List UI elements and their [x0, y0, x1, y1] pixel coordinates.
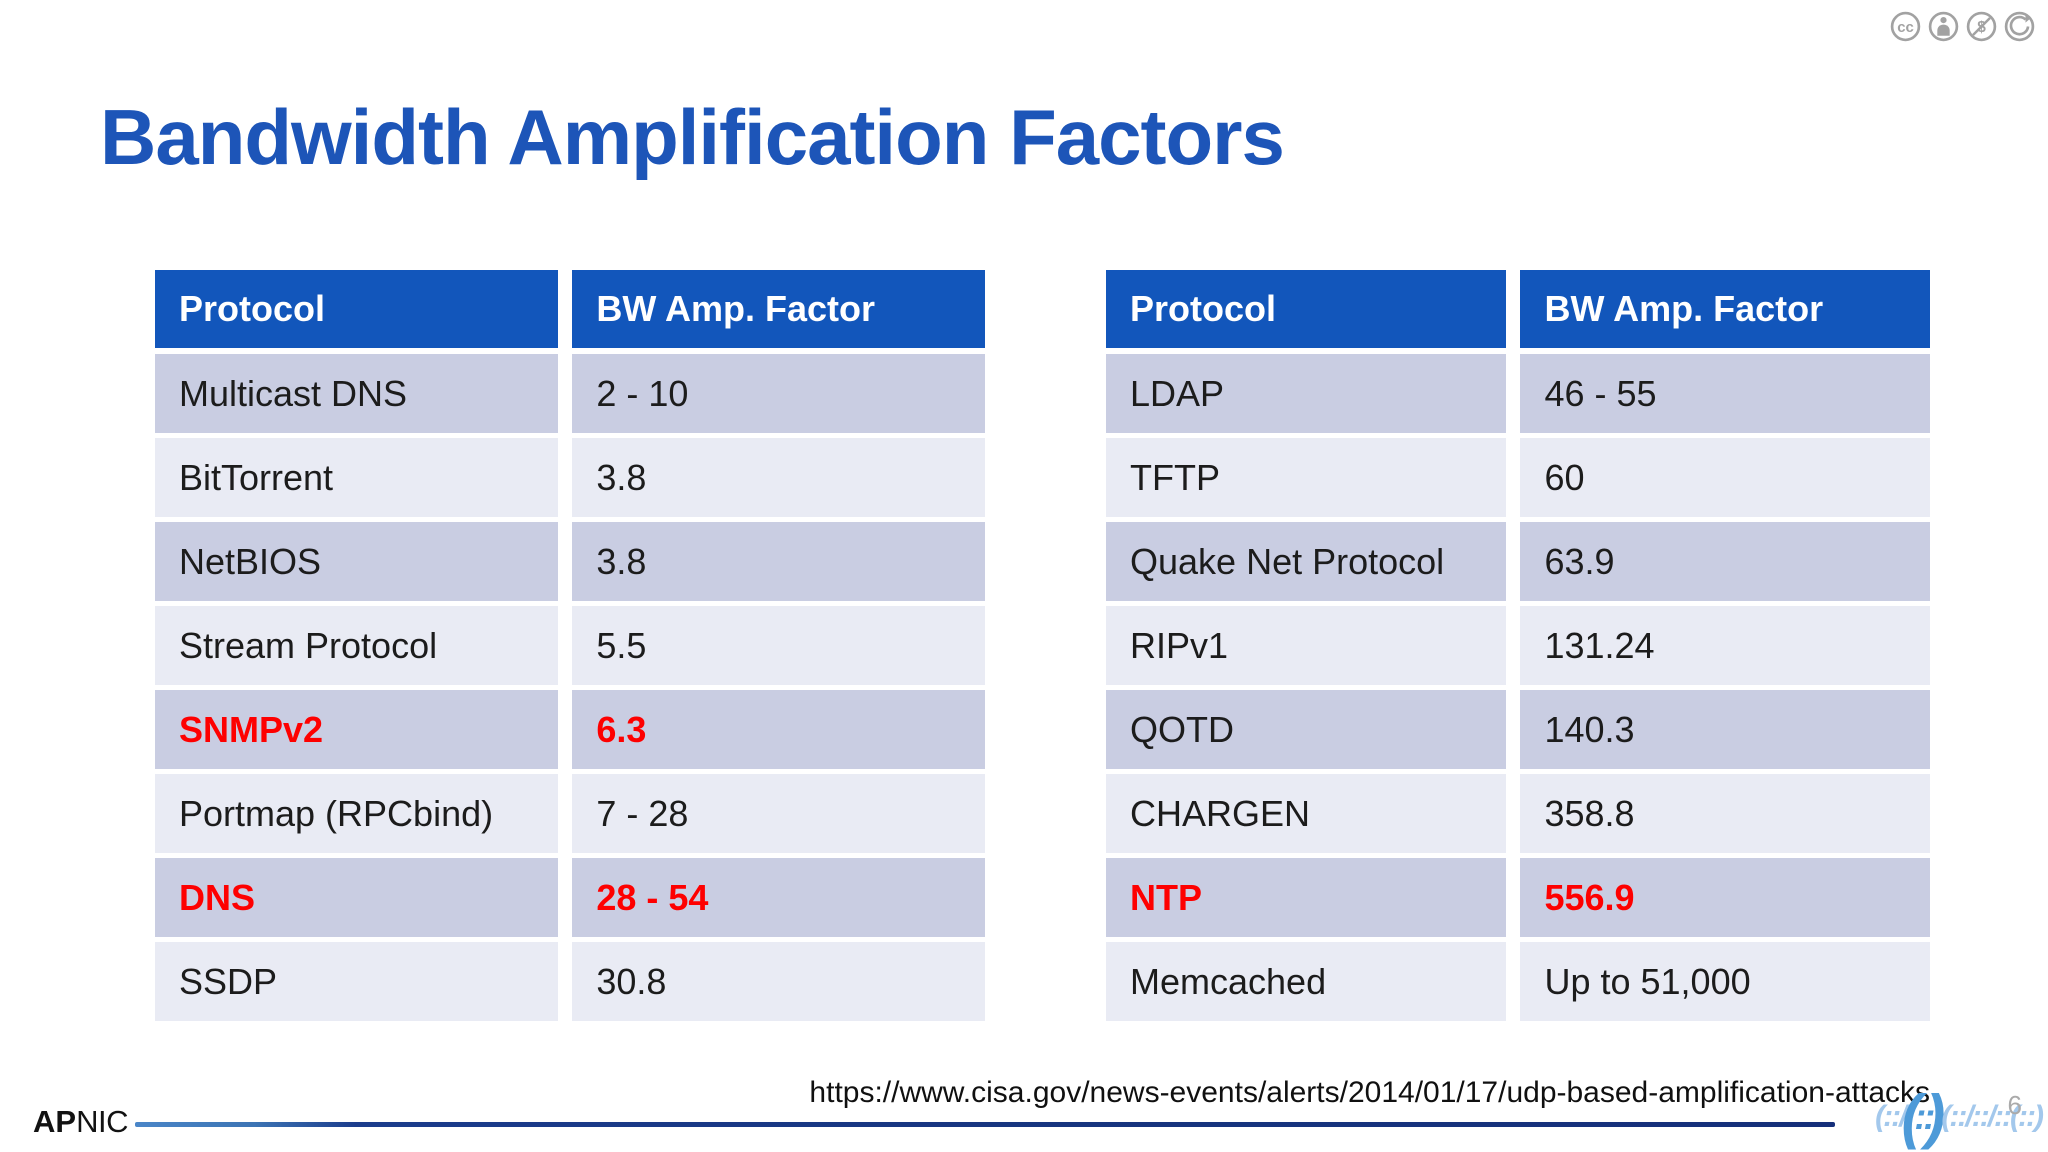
apnic-ipv6-art-logo: (::/(::) (::/::/::(::) — [1875, 1083, 2044, 1150]
cell-protocol: NetBIOS — [155, 522, 559, 601]
ipv6-art-segment: ( — [1901, 1083, 1922, 1150]
cell-factor: 140.3 — [1520, 690, 1930, 769]
cc-license-badges: cc $ — [1889, 10, 2036, 43]
cell-factor: 46 - 55 — [1520, 354, 1930, 433]
cell-protocol: Memcached — [1106, 942, 1507, 1021]
ipv6-art-segment: (::/ — [1875, 1100, 1907, 1133]
apnic-logo-rest: NIC — [76, 1104, 128, 1139]
cell-factor: 28 - 54 — [572, 858, 985, 937]
ipv6-art-segment: /:: — [1965, 1100, 1989, 1133]
apnic-logo: APNIC — [33, 1104, 128, 1140]
page-title: Bandwidth Amplification Factors — [100, 93, 1285, 181]
svg-text:cc: cc — [1897, 19, 1914, 36]
ipv6-art-segment: ::) — [2018, 1100, 2044, 1133]
cell-protocol: RIPv1 — [1106, 606, 1507, 685]
ipv6-art-segment: /::( — [1987, 1100, 2020, 1133]
table-header-row: Protocol BW Amp. Factor — [1106, 270, 1930, 348]
column-header: Protocol — [155, 270, 559, 348]
cell-factor: 556.9 — [1520, 858, 1930, 937]
table-row: Stream Protocol 5.5 — [155, 606, 985, 685]
table-row: SNMPv2 6.3 — [155, 690, 985, 769]
table-row: TFTP 60 — [1106, 438, 1930, 517]
cell-factor: 7 - 28 — [572, 774, 985, 853]
cell-protocol: Portmap (RPCbind) — [155, 774, 559, 853]
cc-icon: cc — [1889, 10, 1922, 43]
table-row: SSDP 30.8 — [155, 942, 985, 1021]
table-row: Quake Net Protocol 63.9 — [1106, 522, 1930, 601]
column-header: Protocol — [1106, 270, 1507, 348]
cell-factor: 358.8 — [1520, 774, 1930, 853]
table-header-row: Protocol BW Amp. Factor — [155, 270, 985, 348]
table-row: DNS 28 - 54 — [155, 858, 985, 937]
cell-protocol: LDAP — [1106, 354, 1507, 433]
table-row: QOTD 140.3 — [1106, 690, 1930, 769]
cell-protocol: BitTorrent — [155, 438, 559, 517]
table-row: NTP 556.9 — [1106, 858, 1930, 937]
table-row: NetBIOS 3.8 — [155, 522, 985, 601]
sharealike-icon — [2003, 10, 2036, 43]
cell-factor: 63.9 — [1520, 522, 1930, 601]
source-url: https://www.cisa.gov/news-events/alerts/… — [809, 1076, 1930, 1109]
column-header: BW Amp. Factor — [1520, 270, 1930, 348]
cell-protocol: SNMPv2 — [155, 690, 559, 769]
noncommercial-icon: $ — [1965, 10, 1998, 43]
ipv6-art-segment: :: — [1914, 1096, 1935, 1137]
attribution-icon — [1927, 10, 1960, 43]
footer-divider-line — [135, 1122, 1835, 1127]
table-row: Portmap (RPCbind) 7 - 28 — [155, 774, 985, 853]
cell-factor: 3.8 — [572, 522, 985, 601]
cell-protocol: CHARGEN — [1106, 774, 1507, 853]
cell-factor: 2 - 10 — [572, 354, 985, 433]
ipv6-art-segment: (:: — [1941, 1100, 1967, 1133]
cell-protocol: DNS — [155, 858, 559, 937]
amplification-table-left: Protocol BW Amp. Factor Multicast DNS 2 - 1… — [155, 270, 985, 1026]
table-row: RIPv1 131.24 — [1106, 606, 1930, 685]
cell-factor: 131.24 — [1520, 606, 1930, 685]
table-row: BitTorrent 3.8 — [155, 438, 985, 517]
cell-protocol: SSDP — [155, 942, 559, 1021]
cell-protocol: NTP — [1106, 858, 1507, 937]
cell-factor: 30.8 — [572, 942, 985, 1021]
cell-protocol: QOTD — [1106, 690, 1507, 769]
cell-protocol: Stream Protocol — [155, 606, 559, 685]
table-row: CHARGEN 358.8 — [1106, 774, 1930, 853]
table-row: Memcached Up to 51,000 — [1106, 942, 1930, 1021]
ipv6-art-segment: ) — [1925, 1083, 1946, 1150]
cell-factor: 60 — [1520, 438, 1930, 517]
cell-factor: 6.3 — [572, 690, 985, 769]
cell-factor: 3.8 — [572, 438, 985, 517]
table-row: LDAP 46 - 55 — [1106, 354, 1930, 433]
table-row: Multicast DNS 2 - 10 — [155, 354, 985, 433]
cell-factor: 5.5 — [572, 606, 985, 685]
cell-protocol: TFTP — [1106, 438, 1507, 517]
cell-factor: Up to 51,000 — [1520, 942, 1930, 1021]
cell-protocol: Quake Net Protocol — [1106, 522, 1507, 601]
column-header: BW Amp. Factor — [572, 270, 985, 348]
amplification-table-right: Protocol BW Amp. Factor LDAP 46 - 55 TFTP 60 Q… — [1106, 270, 1930, 1026]
cell-protocol: Multicast DNS — [155, 354, 559, 433]
apnic-logo-bold: AP — [33, 1104, 77, 1139]
page-number: 6 — [2007, 1090, 2022, 1120]
